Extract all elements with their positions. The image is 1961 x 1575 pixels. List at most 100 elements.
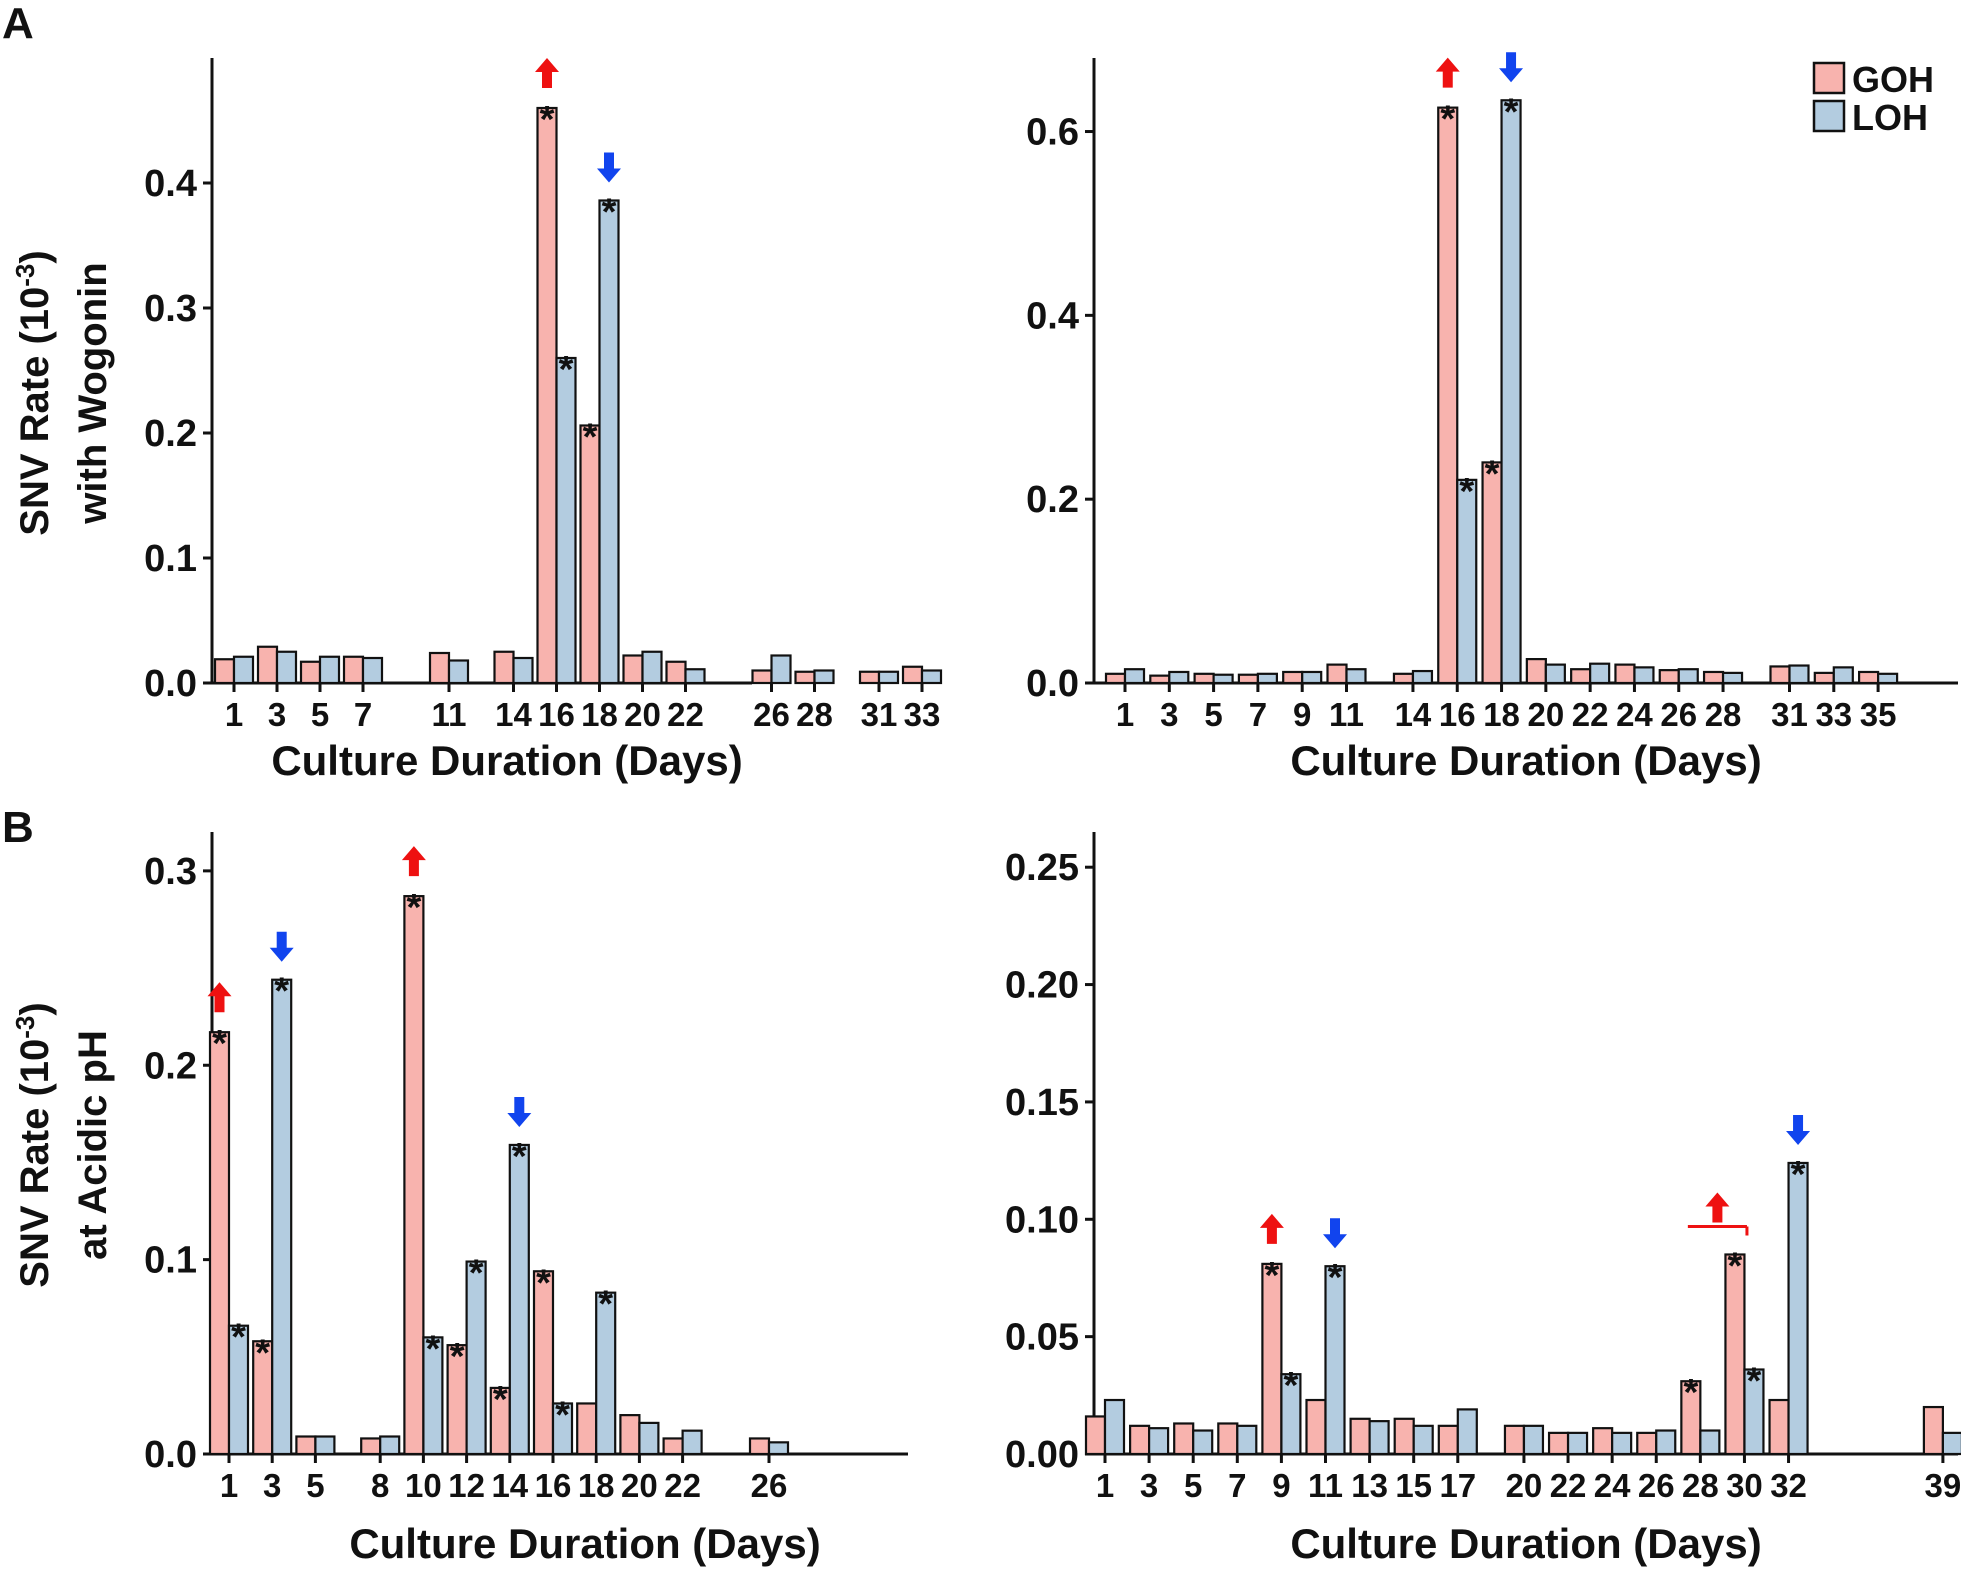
y-tick-label: 0.4	[1026, 295, 1079, 337]
x-tick-label: 10	[405, 1467, 442, 1504]
bar-goh	[1393, 1417, 1415, 1456]
bar-loh	[1544, 663, 1566, 685]
panel-label-b: B	[2, 803, 34, 852]
x-tick-label: 14	[491, 1467, 528, 1504]
decrease-arrow-icon	[597, 152, 621, 183]
y-tick-label: 0.00	[1005, 1434, 1079, 1476]
ylabel-b: SNV Rate (10-3) at Acidic pH	[10, 1002, 115, 1287]
x-tick-label: 22	[667, 696, 704, 733]
bar-goh	[1282, 670, 1304, 685]
y-tick-label: 0.1	[144, 538, 197, 580]
x-tick-label: 12	[448, 1467, 485, 1504]
bar-loh	[1280, 1373, 1302, 1456]
bar-loh	[767, 1441, 790, 1456]
x-tick-label: 1	[1096, 1467, 1114, 1504]
legend-swatch-goh	[1812, 61, 1846, 95]
bar-goh	[1922, 1405, 1945, 1456]
bar-goh	[1636, 1431, 1658, 1456]
bar-goh	[1769, 665, 1791, 685]
bar-goh	[208, 1031, 231, 1456]
significance-star: *	[1791, 1154, 1806, 1196]
bar-loh	[1788, 664, 1810, 685]
bar-loh	[1500, 99, 1522, 685]
bar-loh	[1589, 662, 1611, 685]
x-tick-label: 20	[621, 1467, 658, 1504]
svg-text:SNV Rate (10-3): SNV Rate (10-3)	[10, 1002, 57, 1287]
x-tick-label: 22	[1572, 696, 1609, 733]
bar-loh	[813, 669, 835, 685]
bar-goh	[1680, 1380, 1702, 1456]
bar-loh	[1787, 1161, 1809, 1456]
bar-goh	[576, 1402, 598, 1456]
significance-star: *	[1504, 91, 1519, 133]
bar-goh	[901, 665, 924, 685]
x-tick-label: 17	[1439, 1467, 1476, 1504]
bar-loh	[232, 655, 255, 685]
x-tick-label: 26	[1638, 1467, 1675, 1504]
x-tick-label: 3	[268, 696, 286, 733]
x-tick-label: 32	[1770, 1467, 1807, 1504]
chart-a: 0.0 0.1 0.2 0.3 0.4 1 3 5 7 11 14 16 18 20 22 26 28 31 33 *…	[144, 58, 943, 784]
bar-loh	[422, 1336, 444, 1456]
bar-goh	[1237, 673, 1260, 685]
bar-goh	[213, 658, 236, 685]
significance-star: *	[231, 1317, 246, 1359]
significance-star: *	[555, 1394, 570, 1436]
x-tick-label: 5	[306, 1467, 324, 1504]
bar-loh	[877, 670, 900, 685]
x-tick-label: 28	[1682, 1467, 1719, 1504]
bar-loh	[920, 669, 943, 685]
increase-arrow-icon	[1259, 1213, 1284, 1244]
bar-goh	[536, 106, 558, 685]
x-tick-label: 16	[1439, 696, 1476, 733]
bar-loh	[551, 1402, 574, 1456]
bar-goh	[1570, 668, 1592, 685]
legend-label-goh: GOH	[1852, 59, 1934, 100]
bar-goh	[1437, 106, 1459, 685]
x-tick-label: 39	[1925, 1467, 1961, 1504]
x-tick-label: 16	[538, 696, 575, 733]
bar-loh	[641, 650, 663, 685]
significance-star: *	[1328, 1257, 1343, 1299]
significance-star: *	[1284, 1365, 1299, 1407]
bar-loh	[508, 1143, 530, 1456]
ylabel-b-sup: -3	[10, 1016, 40, 1039]
significance-star: *	[602, 192, 617, 234]
legend-label-loh: LOH	[1852, 97, 1928, 138]
bar-loh	[638, 1421, 660, 1456]
x-tick-label: 3	[1160, 696, 1178, 733]
x-tick-label: 5	[1204, 696, 1222, 733]
bar-goh	[1349, 1417, 1371, 1456]
y-tick-label: 0.1	[144, 1240, 197, 1282]
chart-b: 0.00.10.20.31 3 5 8 10 12 14 16 18 20 22 26** **** **…	[144, 832, 908, 1567]
bar-loh	[681, 1429, 703, 1456]
bar-loh	[1103, 1398, 1126, 1456]
x-tick-label: 7	[1228, 1467, 1246, 1504]
bar-goh	[748, 1437, 771, 1456]
bar-goh	[1217, 1422, 1239, 1456]
bar-loh	[1655, 1429, 1677, 1456]
bar-loh	[1876, 672, 1899, 685]
bar-loh	[512, 656, 534, 685]
bar-goh	[342, 655, 365, 685]
bar-loh	[447, 659, 470, 685]
x-tick-label: 33	[1815, 696, 1852, 733]
bar-loh	[1633, 666, 1655, 685]
significance-star: *	[559, 349, 574, 391]
increase-arrow-icon	[1435, 57, 1460, 88]
significance-star: *	[1683, 1372, 1698, 1414]
y-tick-label: 0.2	[144, 413, 197, 455]
bar-goh	[1261, 1262, 1283, 1456]
significance-star: *	[1459, 471, 1474, 513]
y-tick-label: 0.05	[1005, 1317, 1079, 1359]
x-tick-label: 11	[1308, 1467, 1343, 1504]
bar-goh	[493, 650, 515, 685]
bar-loh	[314, 1435, 336, 1456]
bar-goh	[1084, 1415, 1107, 1456]
x-tick-label: 30	[1726, 1467, 1763, 1504]
y-tick-label: 0.3	[144, 288, 197, 330]
significance-star: *	[255, 1332, 270, 1374]
x-tick-label: 1	[220, 1467, 238, 1504]
x-tick-label: 16	[535, 1467, 572, 1504]
significance-star: *	[540, 99, 555, 141]
